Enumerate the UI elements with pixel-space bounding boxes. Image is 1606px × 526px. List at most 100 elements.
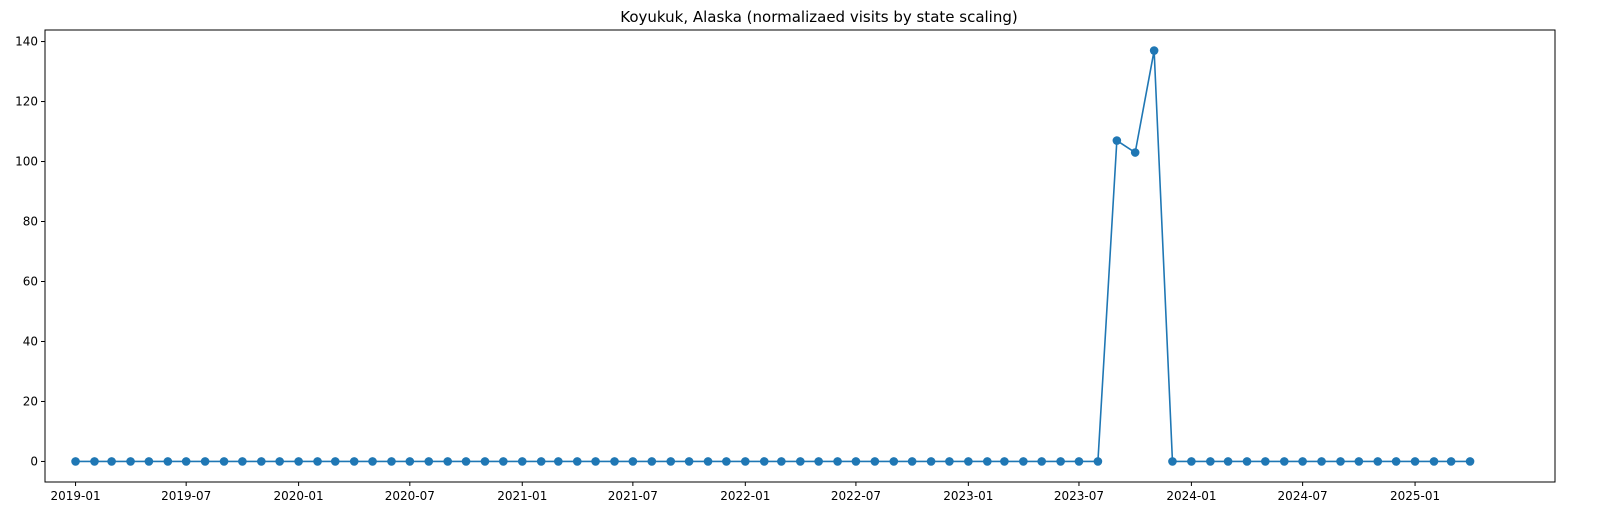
- x-tick-label: 2019-07: [161, 489, 211, 503]
- data-point: [870, 457, 880, 466]
- x-tick-label: 2019-01: [50, 489, 100, 503]
- data-point: [1056, 457, 1065, 466]
- data-point: [907, 457, 917, 466]
- data-point: [536, 457, 546, 466]
- x-tick-label: 2025-01: [1390, 489, 1440, 503]
- data-point: [889, 457, 899, 466]
- data-point: [424, 457, 434, 466]
- data-point: [330, 457, 340, 466]
- data-point: [1019, 457, 1028, 466]
- x-tick-label: 2023-07: [1054, 489, 1104, 503]
- data-point: [480, 457, 490, 466]
- data-point: [814, 457, 823, 466]
- data-point: [851, 457, 861, 466]
- x-axis: 2019-01 2019-07 2020-01 2020-07 2021-01 2021-…: [50, 482, 1440, 503]
- data-point: [983, 457, 992, 466]
- data-point: [610, 457, 619, 466]
- data-point: [628, 457, 638, 466]
- data-point: [1074, 457, 1084, 466]
- data-point: [1149, 46, 1159, 55]
- data-point: [181, 457, 191, 466]
- data-point: [1354, 457, 1364, 466]
- data-point: [1279, 457, 1289, 466]
- data-point: [1187, 457, 1196, 466]
- data-point: [1429, 457, 1439, 466]
- data-point: [517, 457, 527, 466]
- data-point: [368, 457, 377, 466]
- data-point: [1037, 457, 1046, 466]
- data-point: [107, 457, 116, 466]
- data-point: [1391, 457, 1401, 466]
- data-point: [443, 457, 453, 466]
- data-point: [1223, 457, 1233, 466]
- data-point: [777, 457, 786, 466]
- data-point: [1465, 457, 1475, 466]
- data-point: [703, 457, 713, 466]
- data-point: [554, 457, 563, 466]
- y-tick-label: 60: [23, 274, 38, 288]
- y-tick-label: 120: [15, 95, 38, 109]
- plot-frame: [44, 29, 1556, 483]
- data-point: [238, 457, 247, 466]
- y-tick-label: 80: [23, 215, 38, 229]
- data-point: [1373, 457, 1383, 466]
- y-tick-label: 0: [30, 454, 38, 468]
- data-point: [1093, 457, 1103, 466]
- data-point: [684, 457, 694, 466]
- data-point: [90, 457, 99, 466]
- x-tick-label: 2022-07: [831, 489, 881, 503]
- data-point: [349, 457, 359, 466]
- x-tick-label: 2023-01: [943, 489, 993, 503]
- data-point: [1000, 457, 1009, 466]
- x-tick-label: 2021-07: [608, 489, 658, 503]
- series-line: [75, 49, 1471, 463]
- data-point: [741, 457, 750, 466]
- data-point: [1242, 457, 1252, 466]
- data-point: [257, 457, 266, 466]
- data-point: [144, 457, 154, 466]
- y-tick-label: 40: [23, 334, 38, 348]
- data-point: [591, 457, 600, 466]
- data-point: [1410, 457, 1420, 466]
- data-point: [163, 457, 173, 466]
- x-tick-label: 2020-01: [274, 489, 324, 503]
- x-tick-label: 2024-01: [1166, 489, 1216, 503]
- data-point: [572, 457, 582, 466]
- data-point: [722, 457, 731, 466]
- data-point: [964, 457, 973, 466]
- data-point: [1206, 457, 1215, 466]
- data-point: [461, 457, 471, 466]
- y-tick-label: 140: [15, 35, 38, 49]
- data-point: [647, 457, 657, 466]
- data-point: [294, 457, 303, 466]
- data-point: [1130, 148, 1140, 157]
- data-point: [1298, 457, 1307, 466]
- data-point: [1261, 457, 1270, 466]
- data-point: [387, 457, 396, 466]
- x-tick-label: 2020-07: [385, 489, 435, 503]
- y-tick-label: 20: [23, 394, 38, 408]
- data-point: [275, 457, 284, 466]
- data-point: [313, 457, 322, 466]
- data-point: [1446, 457, 1456, 466]
- data-point: [945, 457, 954, 466]
- data-point: [1317, 457, 1326, 466]
- data-point: [833, 457, 842, 466]
- data-point: [200, 457, 210, 466]
- x-tick-label: 2022-01: [720, 489, 770, 503]
- data-point: [71, 457, 80, 466]
- data-point: [126, 457, 135, 466]
- data-point: [796, 457, 805, 466]
- y-tick-label: 100: [15, 155, 38, 169]
- data-point: [219, 457, 229, 466]
- data-point: [1112, 136, 1122, 145]
- x-tick-label: 2024-07: [1278, 489, 1328, 503]
- y-axis: 0 20 40 60 80 100 120 140: [15, 35, 45, 468]
- data-point: [1336, 457, 1345, 466]
- data-point: [405, 457, 415, 466]
- chart-title: Koyukuk, Alaska (normalizaed visits by s…: [620, 8, 1017, 26]
- data-point: [666, 457, 676, 466]
- series-layer: [71, 46, 1475, 466]
- data-point: [1168, 457, 1177, 466]
